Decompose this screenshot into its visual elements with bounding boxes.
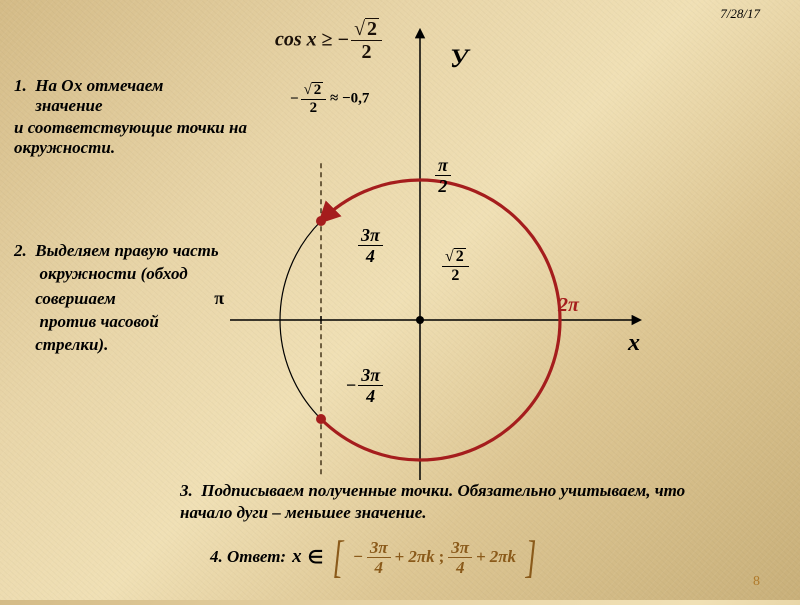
label-neg-3pi4: − 3π4 xyxy=(346,366,383,405)
label-2pi: 2π xyxy=(558,294,579,317)
label-3pi4: 3π4 xyxy=(358,226,383,265)
unit-circle-diagram xyxy=(0,0,800,600)
label-pi-over-2: π2 xyxy=(435,156,451,195)
label-sqrt2-2: √22 xyxy=(442,248,469,284)
